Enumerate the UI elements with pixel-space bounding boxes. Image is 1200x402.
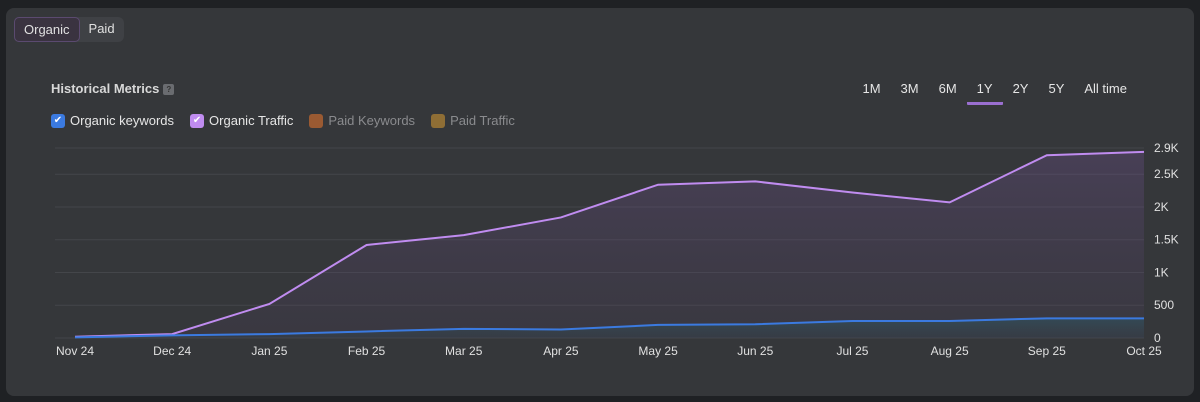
tab-paid[interactable]: Paid [88, 21, 115, 36]
y-tick-label: 1.5K [1154, 233, 1179, 247]
tab-organic[interactable]: Organic [14, 17, 80, 42]
x-tick-label: Nov 24 [56, 344, 94, 358]
legend-paid-keywords[interactable]: Paid Keywords [309, 113, 415, 128]
section-title: Historical Metrics? [51, 81, 175, 96]
x-tick-label: Dec 24 [153, 344, 191, 358]
y-tick-label: 2K [1154, 200, 1169, 214]
legend-paid-traffic[interactable]: Paid Traffic [431, 113, 515, 128]
range-all-time[interactable]: All time [1084, 81, 1127, 96]
series-area [75, 151, 1144, 338]
range-5y[interactable]: 5Y [1048, 81, 1065, 96]
legend-label: Paid Traffic [450, 113, 515, 128]
legend-label: Organic keywords [70, 113, 175, 128]
y-tick-label: 2.9K [1154, 141, 1179, 155]
x-tick-label: Jan 25 [251, 344, 287, 358]
title-text: Historical Metrics [51, 81, 160, 96]
x-tick-label: Apr 25 [543, 344, 579, 358]
checkbox-icon: ✔ [51, 113, 65, 128]
legend-organic-keywords[interactable]: ✔ Organic keywords [51, 113, 174, 128]
y-tick-label: 500 [1154, 298, 1174, 312]
legend-label: Organic Traffic [209, 113, 294, 128]
y-tick-label: 0 [1154, 331, 1161, 345]
series-line-organic-keywords [74, 317, 1144, 339]
help-icon[interactable]: ? [163, 84, 175, 95]
series-line-organic-traffic [74, 150, 1145, 338]
range-1m[interactable]: 1M [862, 81, 881, 96]
range-3m[interactable]: 3M [900, 81, 919, 96]
organic-paid-toggle: Organic Paid [14, 17, 124, 42]
y-tick-label: 1K [1154, 265, 1169, 279]
checkbox-icon: ✔ [190, 113, 205, 128]
range-2y[interactable]: 2Y [1012, 81, 1029, 96]
legend-organic-traffic[interactable]: ✔ Organic Traffic [190, 113, 293, 128]
x-tick-label: Feb 25 [348, 344, 386, 358]
range-selector: 1M 3M 6M 1Y 2Y 5Y All time [852, 81, 1137, 105]
x-tick-label: Jun 25 [737, 344, 773, 358]
legend: ✔ Organic keywords ✔ Organic Traffic Paid … [51, 113, 515, 128]
x-tick-label: May 25 [638, 344, 678, 358]
y-tick-label: 2.5K [1154, 167, 1179, 181]
range-6m[interactable]: 6M [938, 81, 957, 96]
legend-label: Paid Keywords [328, 113, 416, 128]
range-1y[interactable]: 1Y [966, 81, 1003, 105]
x-tick-label: Sep 25 [1028, 344, 1066, 358]
x-tick-label: Aug 25 [931, 344, 969, 358]
x-tick-label: Oct 25 [1126, 344, 1162, 358]
x-tick-label: Mar 25 [445, 344, 483, 358]
x-tick-label: Jul 25 [836, 344, 868, 358]
checkbox-icon [309, 113, 324, 128]
checkbox-icon [431, 113, 446, 128]
